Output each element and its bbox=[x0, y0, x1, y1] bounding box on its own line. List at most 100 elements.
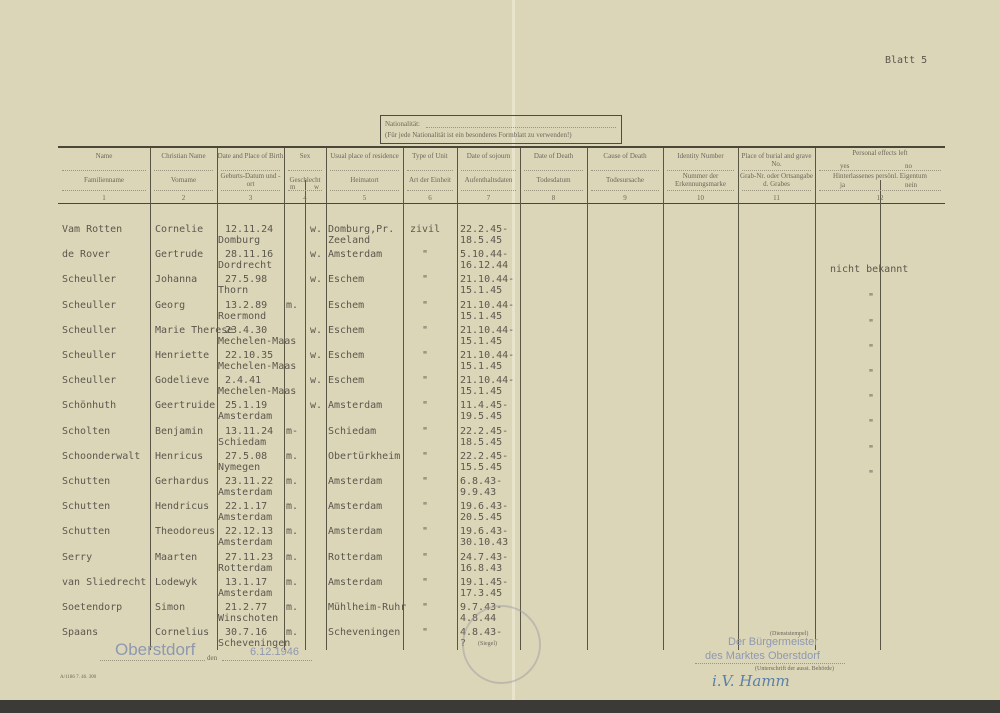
header-dotted-rule bbox=[288, 190, 322, 191]
column-number: 1 bbox=[102, 194, 106, 202]
row-sojourn-to: 15.1.45 bbox=[460, 285, 503, 297]
row-unit-type: " bbox=[422, 476, 429, 487]
column-header-en: Date and Place of Birth bbox=[217, 152, 284, 160]
row-birth-place: Winschoten bbox=[218, 613, 279, 624]
column-header-en: Date of Death bbox=[533, 152, 574, 160]
row-christian-name: Gerhardus bbox=[155, 476, 210, 487]
row-sex: m. bbox=[286, 627, 299, 639]
header-dotted-rule bbox=[591, 190, 659, 191]
header-dotted-rule bbox=[330, 190, 399, 191]
column-header-en: Identity Number bbox=[677, 152, 724, 160]
row-sojourn-from: 22.2.45- bbox=[460, 425, 509, 437]
row-sojourn-from: 21.10.44- bbox=[460, 274, 515, 286]
column-header-de: Grab-Nr. oder Ortsangabe d. Grabes bbox=[740, 172, 813, 188]
row-sex: m. bbox=[286, 476, 299, 487]
row-residence: Eschem bbox=[328, 375, 365, 387]
row-birth-place: Mechelen-Maas bbox=[218, 361, 297, 372]
row-sojourn-to: 15.5.45 bbox=[460, 461, 503, 473]
row-sojourn-to: 20.5.45 bbox=[460, 512, 503, 524]
row-family-name: Schönhuth bbox=[62, 400, 117, 412]
column-header-en: Personal effects left bbox=[852, 149, 908, 157]
row-birth-place: Dordrecht bbox=[218, 260, 273, 272]
row-residence: Amsterdam bbox=[328, 476, 383, 487]
row-christian-name: Godelieve bbox=[155, 375, 210, 387]
row-family-name: Serry bbox=[62, 551, 93, 563]
row-family-name: Scheuller bbox=[62, 299, 117, 311]
header-dotted-rule bbox=[407, 170, 453, 171]
row-birth-date: 25.1.19 bbox=[225, 400, 268, 412]
header-dotted-rule bbox=[819, 170, 941, 171]
row-sojourn-to: 15.1.45 bbox=[460, 386, 503, 398]
header-dotted-rule bbox=[461, 190, 516, 191]
row-birth-place: Thorn bbox=[218, 285, 249, 297]
row-sojourn-to: 30.10.43 bbox=[460, 537, 509, 549]
row-christian-name: Theodoreus bbox=[155, 526, 216, 538]
column-header-de: Todesdatum bbox=[536, 176, 571, 184]
row-sex: w. bbox=[310, 400, 323, 412]
column-number: 12 bbox=[876, 194, 884, 202]
column-number: 3 bbox=[248, 194, 253, 202]
column-number: 7 bbox=[486, 194, 491, 202]
column-number: 4 bbox=[303, 194, 307, 202]
row-birth-date: 22.10.35 bbox=[225, 350, 274, 361]
row-sojourn-to: 15.1.45 bbox=[460, 335, 503, 347]
row-family-name: Vam Rotten bbox=[62, 224, 123, 235]
column-header-de: Nummer der Erkennungsmarke bbox=[675, 172, 726, 188]
row-birth-date: 21.2.77 bbox=[225, 602, 268, 613]
header-dotted-rule bbox=[221, 190, 280, 191]
authority-line2: des Marktes Oberstdorf bbox=[705, 650, 820, 662]
column-number: 2 bbox=[181, 194, 186, 202]
den-label: den bbox=[207, 654, 218, 662]
row-birth-date: 27.11.23 bbox=[225, 551, 274, 563]
column-header-en: Sex bbox=[299, 152, 311, 160]
effects-no: no bbox=[905, 162, 912, 170]
effects-nein: nein bbox=[905, 181, 918, 189]
row-residence: Amsterdam bbox=[328, 249, 383, 261]
row-residence: Amsterdam bbox=[328, 501, 383, 513]
row-birth-place: Schiedam bbox=[218, 436, 267, 448]
row-family-name: Spaans bbox=[62, 627, 99, 639]
row-sojourn-to: 18.5.45 bbox=[460, 436, 503, 448]
header-bottom-rule bbox=[58, 203, 945, 204]
row-unit-type: " bbox=[422, 324, 429, 336]
row-residence: Eschem bbox=[328, 324, 365, 336]
column-divider bbox=[815, 148, 816, 650]
row-birth-date: 12.11.24 bbox=[225, 224, 274, 235]
header-dotted-rule bbox=[407, 190, 453, 191]
row-birth-place: Mechelen-Maas bbox=[218, 335, 297, 347]
page-fold bbox=[512, 0, 515, 700]
header-dotted-rule bbox=[524, 190, 583, 191]
column-divider bbox=[457, 148, 458, 650]
row-birth-place: Amsterdam bbox=[218, 487, 273, 498]
row-birth-date: 30.7.16 bbox=[225, 627, 268, 639]
column-header-de: Familienname bbox=[83, 176, 125, 184]
row-sojourn-from: 19.6.43- bbox=[460, 501, 509, 513]
row-sojourn-from: 9.7.43- bbox=[460, 602, 503, 613]
row-residence: Eschem bbox=[328, 299, 365, 311]
sex-sub-m: m bbox=[290, 183, 296, 191]
row-personal-effects: " bbox=[868, 342, 875, 354]
row-sex: w. bbox=[310, 375, 323, 387]
row-sojourn-to: 15.1.45 bbox=[460, 361, 503, 372]
row-christian-name: Hendricus bbox=[155, 501, 210, 513]
header-dotted-rule bbox=[461, 170, 516, 171]
row-birth-place: Amsterdam bbox=[218, 587, 273, 599]
row-sex: m- bbox=[286, 425, 299, 437]
row-sex: m. bbox=[286, 450, 299, 462]
row-sojourn-from: 19.6.43- bbox=[460, 526, 509, 538]
row-family-name: Scholten bbox=[62, 425, 111, 437]
row-sojourn-to: 16.12.44 bbox=[460, 260, 509, 272]
header-dotted-rule bbox=[62, 170, 146, 171]
row-sex: w. bbox=[310, 274, 323, 286]
row-birth-place: Amsterdam bbox=[218, 411, 273, 423]
row-residence: Rotterdam bbox=[328, 551, 383, 563]
row-sojourn-from: 21.10.44- bbox=[460, 375, 515, 387]
row-birth-place: Amsterdam bbox=[218, 537, 273, 549]
row-sex: w. bbox=[310, 324, 323, 336]
date-stamp: 6.12.1946 bbox=[250, 646, 299, 658]
row-residence: Amsterdam bbox=[328, 576, 383, 588]
row-birth-place: Amsterdam bbox=[218, 512, 273, 524]
row-christian-name: Simon bbox=[155, 602, 186, 613]
authority-line1: Der Bürgermeister bbox=[728, 636, 818, 648]
row-family-name: Soetendorp bbox=[62, 602, 123, 613]
